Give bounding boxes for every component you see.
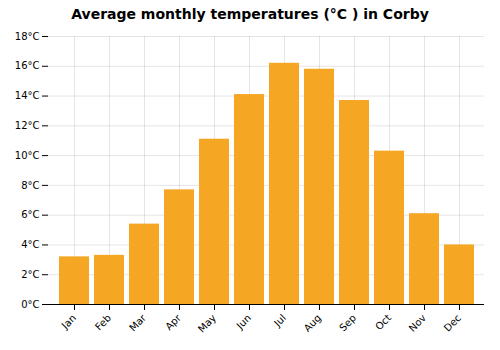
svg-text:Nov: Nov	[407, 312, 429, 334]
svg-text:Jun: Jun	[234, 312, 254, 332]
svg-text:Aug: Aug	[302, 312, 324, 334]
svg-text:6°C: 6°C	[21, 209, 39, 220]
html-text:Average monthly temperatures (: Average monthly temperatures (°C ) in Co…	[71, 6, 429, 22]
svg-text:Jul: Jul	[271, 312, 288, 329]
svg-text:Mar: Mar	[127, 312, 149, 334]
svg-text:8°C: 8°C	[21, 180, 39, 191]
svg-text:16°C: 16°C	[15, 60, 40, 71]
svg-text:18°C: 18°C	[15, 31, 40, 42]
svg-text:10°C: 10°C	[15, 150, 40, 161]
svg-text:May: May	[196, 312, 218, 334]
svg-text:Dec: Dec	[442, 312, 463, 333]
svg-text:Feb: Feb	[93, 312, 113, 332]
svg-text:Sep: Sep	[337, 312, 358, 333]
svg-text:Oct: Oct	[373, 312, 393, 332]
svg-text:2°C: 2°C	[21, 269, 39, 280]
svg-text:Apr: Apr	[163, 312, 184, 333]
svg-text:14°C: 14°C	[15, 90, 40, 101]
svg-text:4°C: 4°C	[21, 239, 39, 250]
svg-text:0°C: 0°C	[21, 299, 39, 310]
svg-text:Jan: Jan	[59, 312, 78, 331]
svg-text:12°C: 12°C	[15, 120, 40, 131]
